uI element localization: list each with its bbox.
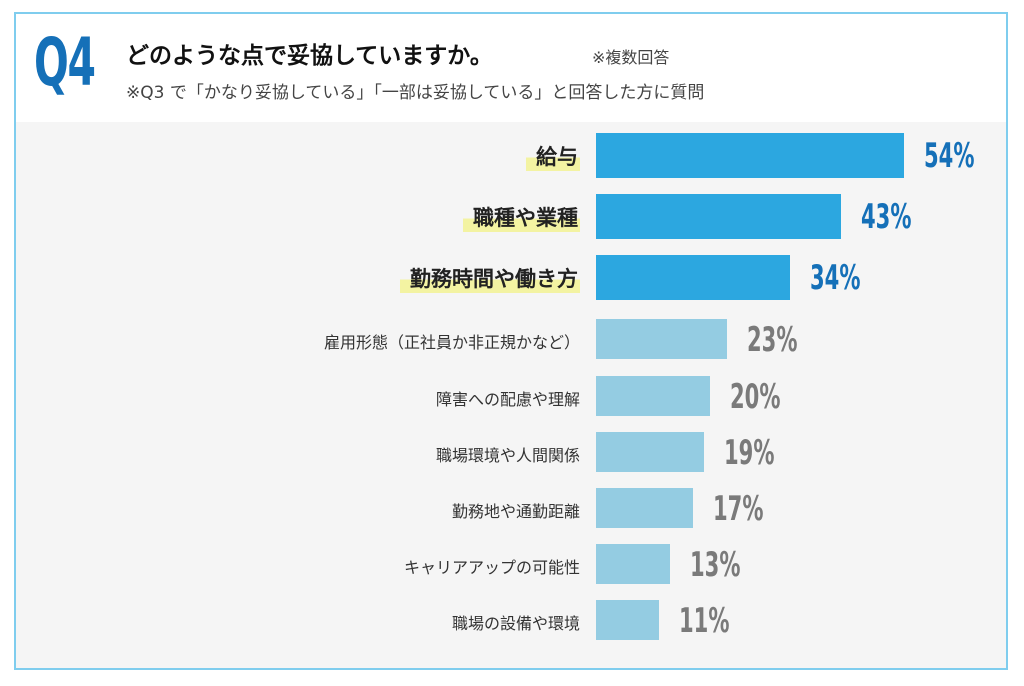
value-label: 13% (690, 545, 741, 585)
bar-row: 職種や業種 43% (16, 194, 1006, 239)
category-label: 職場環境や人間関係 (435, 446, 580, 465)
bar-row: 職場の設備や環境 11% (16, 600, 1006, 640)
category-label: 勤務時間や働き方 (400, 263, 580, 293)
bar-row: 勤務地や通勤距離 17% (16, 488, 1006, 528)
bar-row: 職場環境や人間関係 19% (16, 432, 1006, 472)
bar (596, 319, 728, 359)
bar (596, 133, 904, 178)
category-label: 勤務地や通勤距離 (451, 502, 580, 521)
value-label: 20% (730, 377, 781, 417)
category-label: 職種や業種 (463, 202, 580, 232)
chart-title: どのような点で妥協していますか。 (126, 43, 493, 69)
bar (596, 376, 710, 416)
value-label: 54% (923, 136, 975, 176)
bar (596, 600, 659, 640)
chart-subtitle: ※Q3 で「かなり妥協している」「一部は妥協している」と回答した方に質問 (126, 83, 705, 103)
bar (596, 432, 705, 472)
bar (596, 194, 842, 239)
bar (596, 255, 790, 300)
value-label: 34% (809, 258, 861, 298)
bar-row: 給与 54% (16, 133, 1006, 178)
value-label: 19% (724, 433, 775, 473)
category-label: 障害への配慮や理解 (435, 390, 580, 409)
category-label: 雇用形態（正社員か非正規かなど） (323, 333, 580, 352)
category-label: 給与 (526, 141, 580, 171)
bar-row: 勤務時間や働き方 34% (16, 255, 1006, 300)
bar (596, 544, 671, 584)
value-label: 11% (678, 601, 730, 641)
category-label: 職場の設備や環境 (451, 614, 580, 633)
bar-row: キャリアアップの可能性 13% (16, 544, 1006, 584)
bar-row: 雇用形態（正社員か非正規かなど） 23% (16, 319, 1006, 359)
value-label: 23% (747, 320, 798, 360)
value-label: 17% (712, 489, 764, 529)
value-label: 43% (861, 197, 912, 237)
bar (596, 488, 693, 528)
plot-area: 給与 54% 職種や業種 43% 勤務時間や働き方 34% 雇用形態（正社員か非正規かなど）… (16, 122, 1006, 668)
bar-row: 障害への配慮や理解 20% (16, 376, 1006, 416)
question-number: Q4 (34, 24, 96, 101)
multiple-answer-note: ※複数回答 (592, 48, 670, 67)
chart-frame: Q4 どのような点で妥協していますか。 ※複数回答 ※Q3 で「かなり妥協してい… (14, 12, 1008, 670)
category-label: キャリアアップの可能性 (403, 558, 580, 577)
